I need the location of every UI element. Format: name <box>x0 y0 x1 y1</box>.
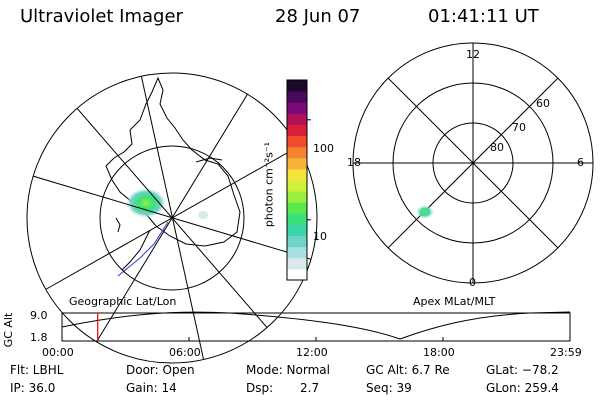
glon-info: GLon: 259.4 <box>486 381 559 395</box>
satellite-track <box>117 221 169 277</box>
colorbar-segment <box>287 257 307 270</box>
timeline-xtick-0: 00:00 <box>42 346 74 359</box>
mlat-label-80: 80 <box>490 141 504 154</box>
mlat-label-70: 70 <box>512 121 526 134</box>
dsp-value: 2.7 <box>300 381 320 395</box>
glat-info: GLat: −78.2 <box>486 363 559 377</box>
colorbar-segment <box>287 80 307 92</box>
colorbar-segment <box>287 124 307 137</box>
geographic-map <box>105 76 241 277</box>
altitude-curve <box>61 311 571 340</box>
colorbar-segment <box>287 202 307 214</box>
dsp-label: Dsp: <box>246 381 274 395</box>
ip-info: IP: 36.0 <box>10 381 56 395</box>
instrument-title: Ultraviolet Imager <box>20 6 183 27</box>
mlt-label-12: 12 <box>466 48 480 61</box>
timeline-xtick-3: 18:00 <box>423 346 455 359</box>
mode-info: Mode: Normal <box>246 363 330 377</box>
timeline-xtick-2: 12:00 <box>296 346 328 359</box>
colorbar-segment <box>287 191 307 203</box>
colorbar-segment <box>287 213 307 225</box>
coastline <box>105 76 241 247</box>
colorbar-label: photon cm⁻²s⁻¹ <box>262 141 276 228</box>
timeline-panel <box>61 311 571 342</box>
gc-alt-info: GC Alt: 6.7 Re <box>366 363 450 377</box>
colorbar-segment <box>287 113 307 125</box>
colorbar-segment <box>287 102 307 114</box>
colorbar-segment <box>287 91 307 103</box>
colorbar-segment <box>287 135 307 148</box>
mlt-label-6: 6 <box>577 156 584 169</box>
mlat-label-60: 60 <box>536 97 550 110</box>
door-info: Door: Open <box>126 363 195 377</box>
colorbar-segment <box>287 268 307 281</box>
colorbar-segment <box>287 146 307 159</box>
apex-map-label: Apex MLat/MLT <box>413 295 496 308</box>
timeline-ytick-bottom: 1.8 <box>30 331 48 344</box>
timeline-ytick-top: 9.0 <box>30 309 48 322</box>
colorbar <box>286 79 311 281</box>
mlt-label-0: 0 <box>469 276 476 289</box>
date-label: 28 Jun 07 <box>275 6 361 27</box>
auroral-emission <box>126 188 166 218</box>
geo-grid <box>26 72 318 364</box>
apex-map <box>352 42 594 284</box>
timeline-ylabel: GC Alt <box>2 312 15 348</box>
geo-map-label: Geographic Lat/Lon <box>69 295 177 308</box>
colorbar-segment <box>287 235 307 248</box>
timeline-xtick-4: 23:59 <box>550 346 582 359</box>
gain-info: Gain: 14 <box>126 381 177 395</box>
colorbar-segment <box>287 180 307 192</box>
colorbar-tick-10: 10 <box>313 230 327 243</box>
colorbar-frame <box>286 79 308 281</box>
colorbar-tick-100: 100 <box>313 142 334 155</box>
filter-info: Flt: LBHL <box>10 363 64 377</box>
colorbar-segment <box>287 246 307 259</box>
timeline-xtick-1: 06:00 <box>169 346 201 359</box>
mlt-label-18: 18 <box>347 156 361 169</box>
colorbar-segment <box>287 168 307 181</box>
colorbar-segment <box>287 224 307 237</box>
time-label: 01:41:11 UT <box>428 6 539 27</box>
apex-auroral-emission <box>416 205 434 219</box>
colorbar-segment <box>287 157 307 170</box>
seq-info: Seq: 39 <box>366 381 412 395</box>
